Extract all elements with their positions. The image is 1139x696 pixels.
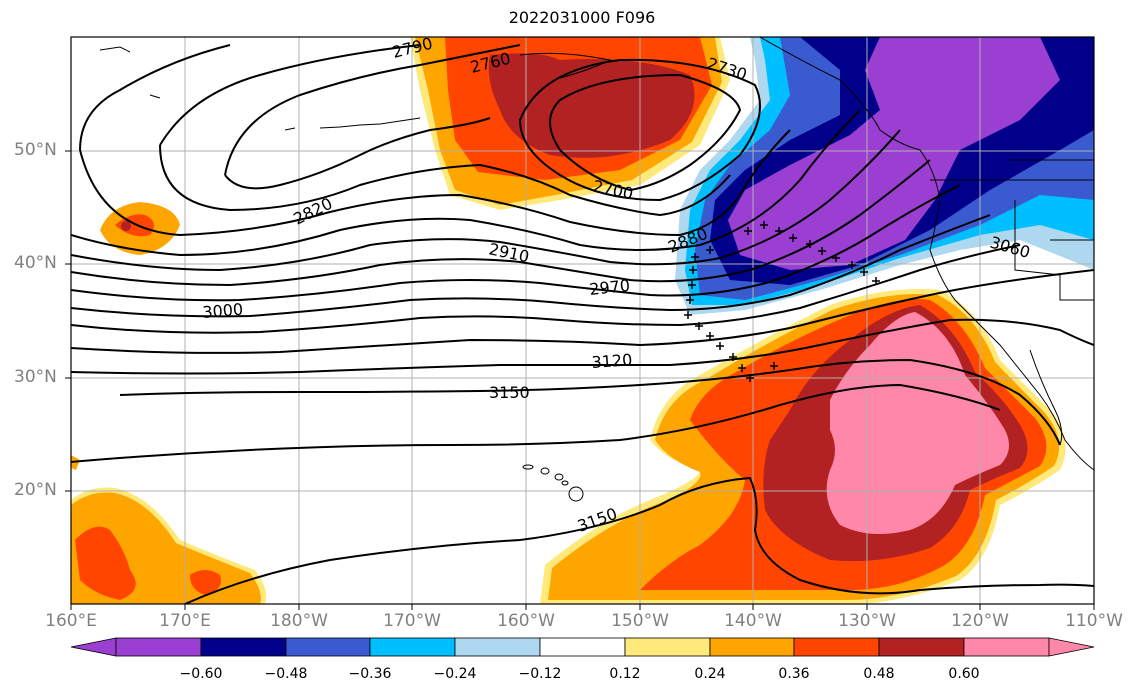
colorbar-segment	[454, 637, 541, 657]
colorbar-segment	[624, 637, 711, 657]
lon-label: 110°W	[1065, 611, 1123, 631]
coastlines	[99, 37, 1094, 471]
colorbar-segment	[793, 637, 880, 657]
anomaly-shading	[71, 37, 1094, 604]
colorbar-segment	[70, 637, 117, 657]
colorbar-tick-label: 0.60	[948, 666, 980, 682]
colorbar-tick-label: 0.36	[778, 666, 810, 682]
contour-label: 3150	[489, 383, 530, 402]
colorbar-tick-label: 0.12	[609, 666, 641, 682]
lon-label: 170°W	[383, 611, 441, 631]
colorbar-tick-label: −0.24	[433, 666, 477, 682]
lon-label: 170°E	[159, 611, 211, 631]
lon-label: 180°W	[270, 611, 328, 631]
colorbar-segment	[1048, 637, 1095, 657]
colorbar-tick-label: −0.36	[348, 666, 392, 682]
lon-label: 160°W	[497, 611, 555, 631]
colorbar-segment	[963, 637, 1050, 657]
contour-labels: 2790 2760 2730 2700 2820 2910 2880 2970 …	[202, 34, 1033, 536]
lon-label: 160°E	[45, 611, 97, 631]
colorbar-segment	[878, 637, 965, 657]
grid-lines	[71, 37, 1094, 604]
lon-label: 130°W	[838, 611, 896, 631]
axis-ticks	[65, 150, 1095, 610]
colorbar-segment	[115, 637, 202, 657]
lat-label: 40°N	[14, 253, 57, 273]
chart-title: 2022031000 F096	[508, 8, 656, 27]
colorbar-segment	[285, 637, 371, 657]
plus-markers	[684, 221, 880, 382]
lat-label: 30°N	[14, 367, 57, 387]
colorbar-segment	[369, 637, 456, 657]
lat-label: 20°N	[14, 480, 57, 500]
colorbar	[70, 637, 1095, 657]
contour-label: 3120	[591, 350, 633, 372]
colorbar-segment	[709, 637, 795, 657]
lon-label: 140°W	[724, 611, 782, 631]
contour-label: 3000	[202, 300, 244, 322]
colorbar-tick-label: −0.60	[179, 666, 223, 682]
lon-label: 150°W	[611, 611, 669, 631]
colorbar-segment	[539, 637, 626, 657]
contour-label: 2970	[588, 276, 630, 299]
lon-label: 120°W	[951, 611, 1009, 631]
colorbar-segment	[200, 637, 287, 657]
colorbar-tick-label: −0.48	[264, 666, 308, 682]
lat-label: 50°N	[14, 140, 57, 160]
colorbar-tick-label: −0.12	[518, 666, 562, 682]
hawaii	[522, 464, 584, 502]
colorbar-tick-label: 0.24	[694, 666, 726, 682]
colorbar-tick-label: 0.48	[863, 666, 895, 682]
height-contours	[71, 44, 1094, 604]
